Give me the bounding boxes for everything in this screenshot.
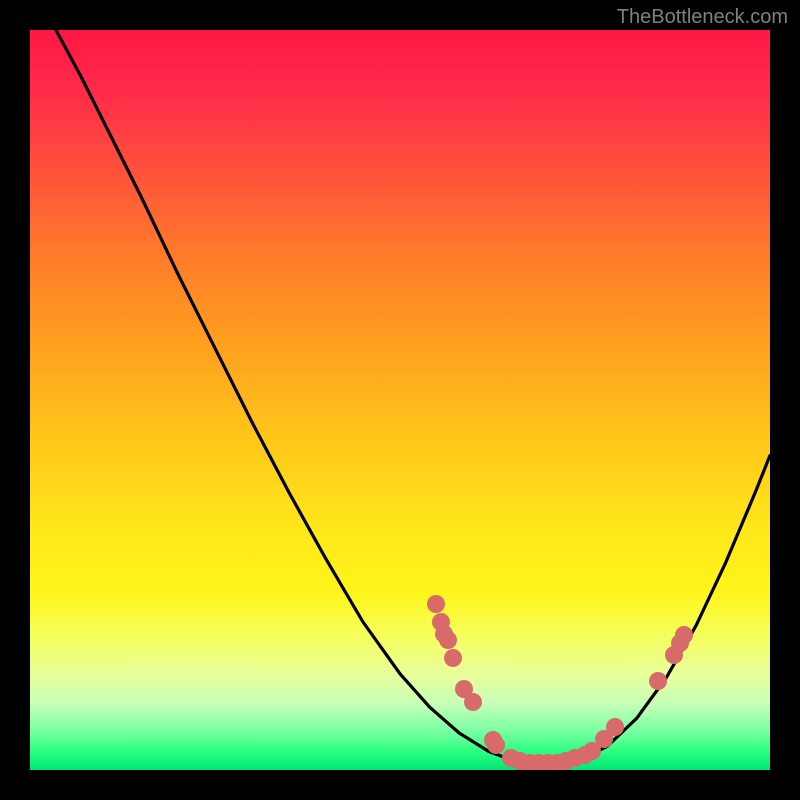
bottleneck-curve [56,30,770,766]
data-marker [675,626,693,644]
data-marker [427,595,445,613]
data-marker [487,736,505,754]
data-marker [444,649,462,667]
data-marker [464,693,482,711]
data-marker [606,718,624,736]
data-marker [649,672,667,690]
data-marker [439,631,457,649]
curve-svg [30,30,770,770]
watermark-text: TheBottleneck.com [617,6,788,29]
plot-area [30,30,770,770]
